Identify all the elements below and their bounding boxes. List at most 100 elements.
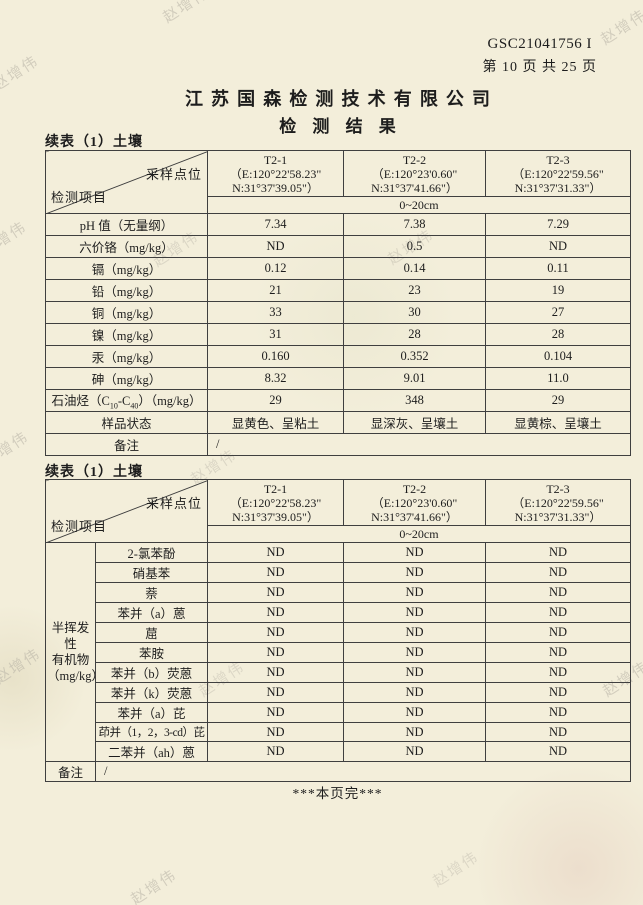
value-cell: 29 xyxy=(485,389,631,412)
watermark: 赵增伟 xyxy=(128,866,181,905)
table-row: 镉（mg/kg） 0.12 0.14 0.11 xyxy=(45,257,631,280)
table-row: 半挥发性 有机物 （mg/kg） 2-氯苯酚 ND ND ND xyxy=(45,542,631,762)
point-coord-n: N:31°37'39.05"） xyxy=(232,180,319,195)
value-cell: 29 xyxy=(207,389,344,412)
value-cell: ND xyxy=(343,602,486,623)
value-cell: ND xyxy=(485,235,631,258)
depth-cell: 0~20cm xyxy=(207,196,631,214)
remark-label: 备注 xyxy=(45,761,96,782)
point-coord-n: N:31°37'39.05"） xyxy=(232,509,319,524)
watermark: 赵增伟 xyxy=(598,6,643,49)
value-cell: ND xyxy=(207,542,344,563)
value-cell: ND xyxy=(207,235,344,258)
value-cell: 0.104 xyxy=(485,345,631,368)
value-cell: ND xyxy=(485,602,631,623)
value-cell: ND xyxy=(485,682,631,703)
table2-caption: 续表（1）土壤 xyxy=(45,465,143,480)
row-label: 铜（mg/kg） xyxy=(45,301,208,324)
report-header: GSC21041756 I 第 10 页 共 25 页 xyxy=(483,36,598,76)
corner-test-item-label: 检测项目 xyxy=(51,190,108,205)
point-id: T2-2 xyxy=(402,152,427,167)
value-cell: ND xyxy=(343,702,486,723)
column-header-T2-3: T2-3 （E:120°22'59.56" N:31°37'31.33"） xyxy=(485,479,631,526)
watermark: 赵增伟 xyxy=(0,645,45,688)
value-cell: ND xyxy=(485,741,631,762)
table-row: pH 值（无量纲） 7.34 7.38 7.29 xyxy=(45,213,631,236)
value-cell: 28 xyxy=(343,323,486,346)
table-row: 䓛 ND ND ND xyxy=(46,622,631,643)
table1-caption: 续表（1）土壤 xyxy=(45,135,143,150)
watermark: 赵增伟 xyxy=(0,428,33,471)
table-row: 镍（mg/kg） 31 28 28 xyxy=(45,323,631,346)
soil-results-table-2: 采样点位 检测项目 T2-1 （E:120°22'58.23" N:31°37'… xyxy=(45,479,631,782)
svoc-group-label: 半挥发性 有机物 （mg/kg） xyxy=(45,542,96,762)
value-cell: 显黄棕、呈壤土 xyxy=(485,411,631,434)
table-row: 苯胺 ND ND ND xyxy=(46,642,631,663)
value-cell: ND xyxy=(485,662,631,683)
row-label: 䓛 xyxy=(95,622,208,643)
point-coord-n: N:31°37'41.66"） xyxy=(371,180,458,195)
value-cell: ND xyxy=(207,622,344,643)
result-title: 检测结果 xyxy=(279,117,412,136)
watermark: 赵增伟 xyxy=(430,848,483,891)
report-number: GSC21041756 I xyxy=(487,36,592,52)
value-cell: 21 xyxy=(207,279,344,302)
value-cell: ND xyxy=(343,562,486,583)
value-cell: ND xyxy=(485,702,631,723)
table-row: 苯并（a）芘 ND ND ND xyxy=(46,702,631,723)
company-title: 江苏国森检测技术有限公司 xyxy=(184,89,499,109)
value-cell: ND xyxy=(207,562,344,583)
value-cell: 30 xyxy=(343,301,486,324)
corner-sampling-point-label: 采样点位 xyxy=(145,167,202,182)
point-coord-n: N:31°37'41.66"） xyxy=(371,509,458,524)
row-label: 镍（mg/kg） xyxy=(45,323,208,346)
table-row: 茚并（1，2，3-cd）芘 ND ND ND xyxy=(46,722,631,742)
remark-value: / xyxy=(207,433,631,456)
watermark: 赵增伟 xyxy=(0,52,43,95)
group-line: （mg/kg） xyxy=(47,669,95,683)
value-cell: 31 xyxy=(207,323,344,346)
table-row: 苯并（k）荧蒽 ND ND ND xyxy=(46,682,631,703)
value-cell: 19 xyxy=(485,279,631,302)
value-cell: 7.34 xyxy=(207,213,344,236)
column-header-T2-2: T2-2 （E:120°23'0.60" N:31°37'41.66"） xyxy=(343,479,486,526)
table-row: 苯并（a）蒽 ND ND ND xyxy=(46,602,631,623)
row-label: 砷（mg/kg） xyxy=(45,367,208,390)
value-cell: 0.14 xyxy=(343,257,486,280)
table-row: 砷（mg/kg） 8.32 9.01 11.0 xyxy=(45,367,631,390)
table-row: 石油烃（C10-C40）（mg/kg） 29 348 29 xyxy=(45,389,631,412)
column-header-T2-3: T2-3 （E:120°22'59.56" N:31°37'31.33"） xyxy=(485,150,631,197)
point-id: T2-1 xyxy=(263,152,288,167)
row-label: 硝基苯 xyxy=(95,562,208,583)
value-cell: ND xyxy=(343,582,486,603)
value-cell: ND xyxy=(485,642,631,663)
value-cell: 9.01 xyxy=(343,367,486,390)
corner-test-item-label: 检测项目 xyxy=(51,519,108,534)
row-label: 苯并（b）荧蒽 xyxy=(95,662,208,683)
value-cell: ND xyxy=(343,622,486,643)
remark-row: 备注 / xyxy=(45,433,631,456)
value-cell: 0.12 xyxy=(207,257,344,280)
table-row: 铅（mg/kg） 21 23 19 xyxy=(45,279,631,302)
row-label: 二苯并（ah）蒽 xyxy=(95,741,208,762)
table-row: 萘 ND ND ND xyxy=(46,582,631,603)
row-label: 茚并（1，2，3-cd）芘 xyxy=(95,722,208,742)
column-header-T2-2: T2-2 （E:120°23'0.60" N:31°37'41.66"） xyxy=(343,150,486,197)
corner-sampling-point-label: 采样点位 xyxy=(145,496,202,511)
depth-cell: 0~20cm xyxy=(207,525,631,543)
watermark: 赵增伟 xyxy=(0,218,31,261)
point-coord-e: （E:120°22'59.56" xyxy=(512,166,604,181)
group-line: 半挥发性 xyxy=(51,621,90,651)
value-cell: ND xyxy=(207,741,344,762)
value-cell: ND xyxy=(343,542,486,563)
point-coord-e: （E:120°23'0.60" xyxy=(371,166,458,181)
table-row: 硝基苯 ND ND ND xyxy=(46,562,631,583)
value-cell: ND xyxy=(485,582,631,603)
row-label: 汞（mg/kg） xyxy=(45,345,208,368)
value-cell: 显黄色、呈粘土 xyxy=(207,411,344,434)
row-label: 镉（mg/kg） xyxy=(45,257,208,280)
value-cell: 11.0 xyxy=(485,367,631,390)
value-cell: ND xyxy=(485,622,631,643)
value-cell: 0.5 xyxy=(343,235,486,258)
